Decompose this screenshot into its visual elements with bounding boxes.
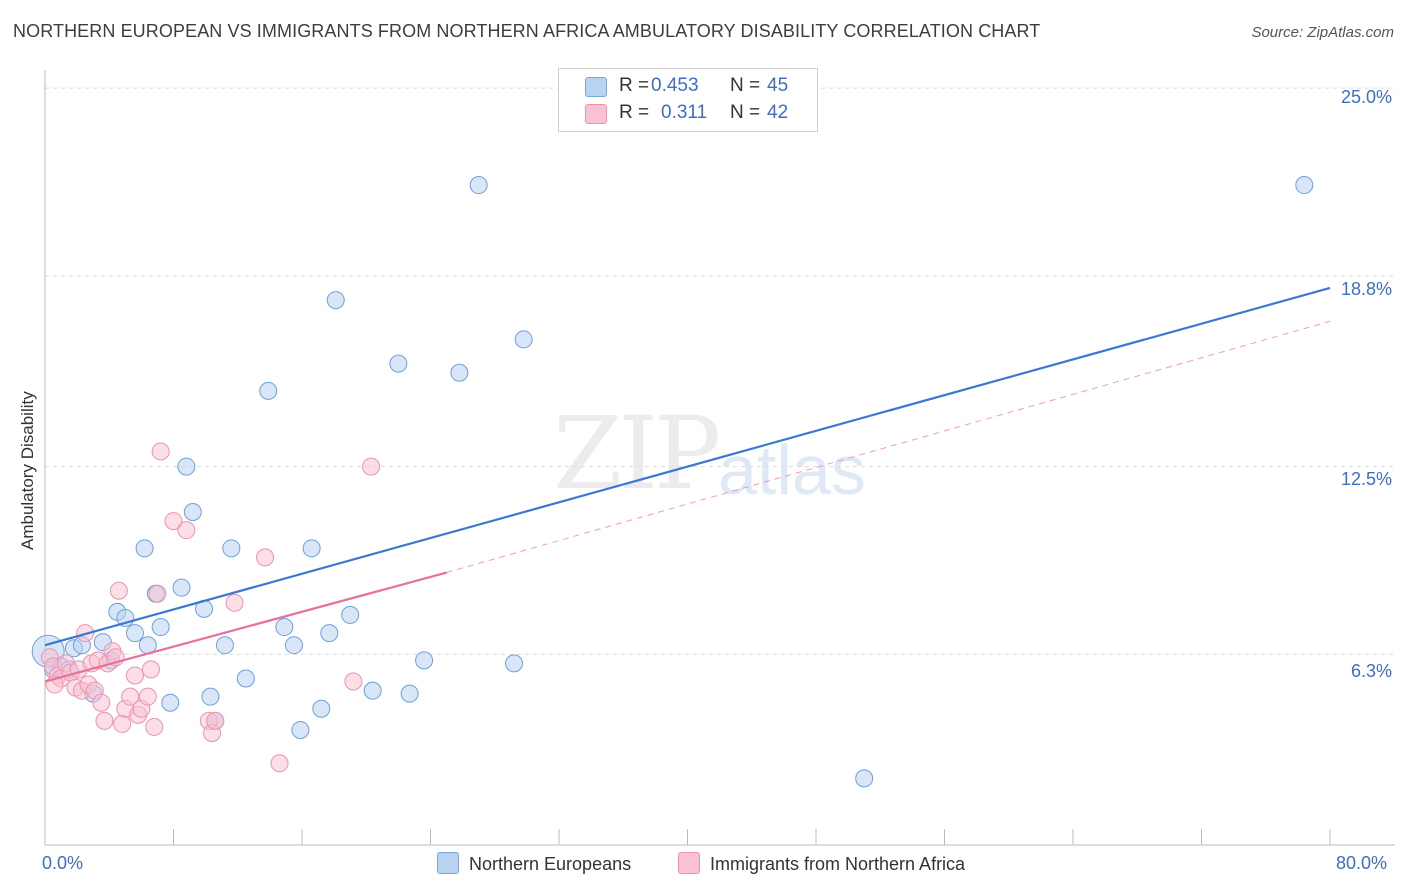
blue-data-point — [177, 457, 196, 476]
legend-n-value: 42 — [767, 102, 789, 123]
pink-data-point — [95, 711, 114, 730]
legend-r-value: 0.453 — [651, 75, 699, 96]
pink-data-point — [121, 687, 140, 706]
blue-data-point — [172, 578, 191, 597]
blue-data-point — [125, 624, 144, 643]
legend-swatch-pink — [678, 852, 700, 874]
blue-data-point — [320, 624, 339, 643]
blue-data-point — [291, 720, 310, 739]
blue-data-point — [236, 669, 255, 688]
blue-data-point — [135, 539, 154, 558]
pink-data-point — [125, 666, 144, 685]
legend-r-value: 0.311 — [661, 102, 708, 123]
pink-data-point — [164, 512, 183, 531]
blue-data-point — [514, 330, 533, 349]
legend-label: Immigrants from Northern Africa — [710, 854, 966, 874]
legend-item-immigrants: Immigrants from Northern Africa — [678, 852, 965, 875]
pink-data-point — [142, 660, 161, 679]
y-axis-label: Ambulatory Disability — [18, 391, 37, 550]
watermark-zip: ZIP — [553, 395, 721, 512]
pink-data-point — [148, 584, 167, 603]
pink-data-point — [92, 693, 111, 712]
blue-data-point — [302, 539, 321, 558]
blue-data-point — [259, 381, 278, 400]
pink-data-point — [177, 521, 196, 540]
chart-title: NORTHERN EUROPEAN VS IMMIGRANTS FROM NOR… — [13, 21, 1041, 41]
blue-data-point — [284, 636, 303, 655]
blue-data-point — [222, 539, 241, 558]
legend-n-value: 45 — [767, 75, 789, 96]
blue-data-point — [450, 363, 469, 382]
pink-data-point — [344, 672, 363, 691]
blue-data-point — [326, 291, 345, 310]
blue-data-point — [1295, 176, 1314, 195]
blue-data-point — [363, 681, 382, 700]
pink-data-point — [145, 717, 164, 736]
legend-swatch-pink — [585, 104, 607, 124]
blue-data-point — [389, 354, 408, 373]
legend-label: Northern Europeans — [469, 854, 632, 874]
stats-legend: R = 0.453 N = 45 R = 0.311 N = 42 — [558, 68, 818, 132]
y-tick-label: 18.8% — [1340, 279, 1392, 299]
blue-data-point — [415, 651, 434, 670]
blue-data-point — [201, 687, 220, 706]
pink-trendline-extension — [446, 320, 1331, 574]
pink-data-point — [109, 581, 128, 600]
legend-r-label: R = — [619, 75, 650, 96]
blue-data-point — [215, 636, 234, 655]
watermark-atlas: atlas — [718, 431, 866, 509]
source-credit: Source: ZipAtlas.com — [1251, 24, 1394, 41]
blue-data-point — [312, 699, 331, 718]
pink-data-point — [151, 442, 170, 461]
blue-data-point — [183, 502, 202, 521]
pink-trendline — [44, 571, 447, 683]
blue-data-point — [151, 618, 170, 637]
blue-trendline — [44, 286, 1331, 647]
legend-n-label: N = — [730, 102, 761, 123]
legend-n-label: N = — [730, 75, 761, 96]
y-tick-label: 6.3% — [1350, 661, 1392, 681]
blue-data-point — [400, 684, 419, 703]
blue-data-point — [161, 693, 180, 712]
y-tick-label: 12.5% — [1340, 469, 1392, 489]
blue-data-point — [855, 769, 874, 788]
blue-data-point — [505, 654, 524, 673]
blue-data-point — [275, 618, 294, 637]
y-tick-label: 25.0% — [1340, 87, 1392, 107]
pink-data-point — [206, 711, 225, 730]
legend-swatch-blue — [585, 77, 607, 97]
pink-data-point — [362, 457, 381, 476]
x-tick-max: 80.0% — [1336, 853, 1388, 873]
x-tick-min: 0.0% — [42, 853, 84, 873]
blue-data-point — [469, 176, 488, 195]
legend-swatch-blue — [437, 852, 459, 874]
pink-data-point — [138, 687, 157, 706]
legend-item-northern-europeans: Northern Europeans — [437, 852, 631, 875]
legend-r-label: R = — [619, 102, 650, 123]
pink-data-point — [270, 754, 289, 773]
pink-data-point — [225, 593, 244, 612]
pink-data-point — [256, 548, 275, 567]
blue-data-point — [341, 605, 360, 624]
pink-data-point — [113, 714, 132, 733]
